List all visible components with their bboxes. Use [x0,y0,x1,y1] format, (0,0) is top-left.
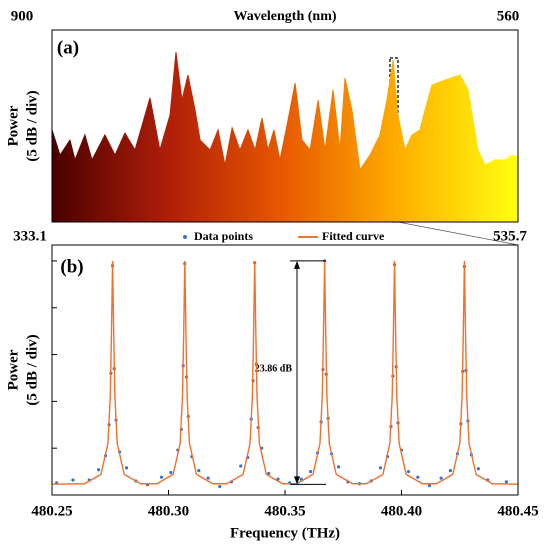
data-point [378,466,383,470]
x-tick-label: 480.35 [264,503,305,519]
panel-label: (a) [57,37,79,58]
data-point [218,484,222,489]
data-point [239,464,243,468]
plot-frame [51,29,519,223]
x-tick-label: 535.7 [493,228,527,244]
data-point [206,476,210,480]
spectrum-line [51,52,519,172]
data-point [427,484,432,488]
panel-label: (b) [60,256,83,277]
plot-frame [51,244,519,496]
y-label: (5 dB / div) [24,90,40,161]
data-point [416,475,420,479]
data-point [169,470,173,475]
annotation-label: 23.86 dB [255,363,293,374]
fitted-curve [51,260,519,485]
data-point [159,475,164,479]
arrow-head [294,476,300,485]
y-label: Power [5,349,21,390]
zoom-connector [397,221,519,246]
y-label: Power [5,105,21,146]
data-point [439,476,443,480]
data-point [197,469,201,473]
data-point [336,465,341,469]
data-point [406,469,411,474]
x-tick-label: 333.1 [13,228,47,244]
data-point [71,478,75,482]
data-point [267,471,271,476]
x-tick-label: 480.40 [381,503,422,519]
data-point [504,480,508,484]
data-point [309,469,313,474]
data-point [124,466,129,470]
x-tick-label: 480.45 [497,503,538,519]
x2-label: Wavelength (nm) [233,9,336,24]
x-tick-label: 480.25 [31,503,72,519]
x-label: Frequency (THz) [230,525,340,541]
legend-label: Fitted curve [322,229,385,243]
data-point [476,467,480,471]
x-tick-label: 480.30 [148,503,189,519]
data-point [448,469,453,473]
y-label: (5 dB / div) [24,334,40,405]
x2-tick-label: 560 [497,8,520,24]
arrow-head [294,260,300,269]
x2-tick-label: 900 [11,8,34,24]
legend-label: Data points [194,229,253,243]
legend-marker [183,235,187,239]
data-point [97,468,101,472]
